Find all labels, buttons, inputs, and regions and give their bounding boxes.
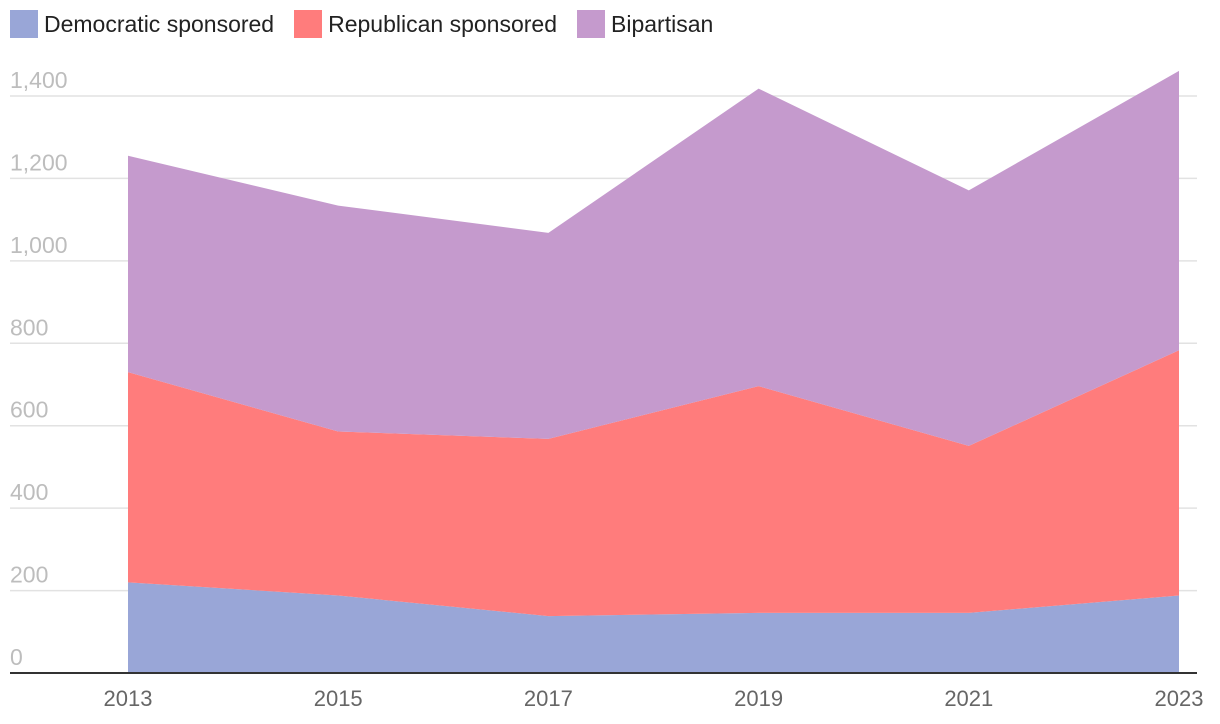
legend-swatch-republican (294, 10, 323, 38)
y-tick-label: 800 (10, 314, 48, 340)
x-tick-label: 2021 (944, 686, 993, 711)
x-tick-label: 2017 (524, 686, 573, 711)
legend-label-bipartisan: Bipartisan (611, 10, 714, 37)
y-tick-label: 400 (10, 479, 48, 505)
area-democratic-sponsored (128, 582, 1179, 673)
y-tick-label: 200 (10, 562, 48, 588)
legend-item-republican: Republican sponsored (294, 10, 557, 38)
legend-label-democratic: Democratic sponsored (44, 10, 275, 37)
area-republican-sponsored (128, 350, 1179, 617)
y-tick-label: 1,200 (10, 149, 68, 175)
y-tick-label: 0 (10, 644, 23, 670)
y-tick-label: 1,400 (10, 67, 68, 93)
legend-item-bipartisan: Bipartisan (577, 10, 713, 38)
area-series (128, 70, 1179, 673)
x-tick-label: 2015 (314, 686, 363, 711)
y-tick-label: 1,000 (10, 232, 68, 258)
x-tick-label: 2013 (104, 686, 153, 711)
legend-swatch-democratic (10, 10, 38, 38)
legend-label-republican: Republican sponsored (328, 10, 557, 37)
y-axis-ticks: 0 200 400 600 800 1,000 1,200 1,400 (10, 67, 68, 670)
area-bipartisan (128, 70, 1179, 446)
x-tick-label: 2019 (734, 686, 783, 711)
y-tick-label: 600 (10, 397, 48, 423)
x-axis-ticks: 2013 2015 2017 2019 2021 2023 (104, 686, 1204, 711)
legend-swatch-bipartisan (577, 10, 605, 38)
legend: Democratic sponsored Republican sponsore… (10, 10, 733, 38)
legend-item-democratic: Democratic sponsored (10, 10, 274, 38)
x-tick-label: 2023 (1155, 686, 1204, 711)
